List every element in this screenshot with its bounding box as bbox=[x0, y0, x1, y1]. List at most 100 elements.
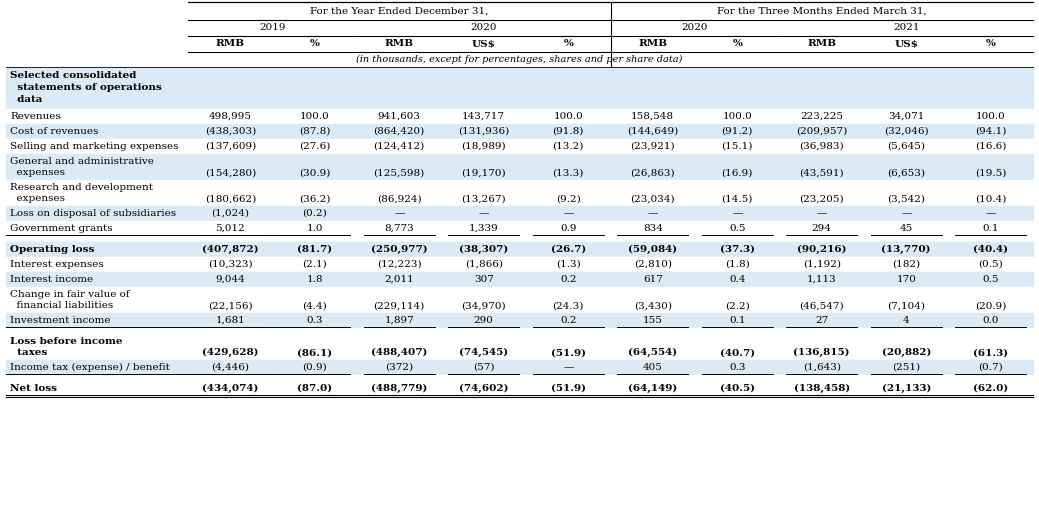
Text: RMB: RMB bbox=[216, 40, 245, 49]
Text: (13,770): (13,770) bbox=[881, 245, 931, 254]
Text: (2.2): (2.2) bbox=[725, 301, 749, 310]
Text: (182): (182) bbox=[893, 260, 921, 269]
Text: (21,133): (21,133) bbox=[881, 384, 931, 393]
Bar bbox=[6, 206, 1033, 221]
Text: (23,034): (23,034) bbox=[631, 194, 675, 203]
Bar bbox=[6, 375, 1033, 381]
Text: (154,280): (154,280) bbox=[205, 168, 256, 177]
Text: 2020: 2020 bbox=[682, 23, 709, 32]
Text: 941,603: 941,603 bbox=[378, 112, 421, 121]
Text: financial liabilities: financial liabilities bbox=[10, 301, 113, 310]
Text: Government grants: Government grants bbox=[10, 224, 112, 233]
Bar bbox=[6, 221, 1033, 236]
Text: (6,653): (6,653) bbox=[887, 168, 926, 177]
Text: (1.3): (1.3) bbox=[556, 260, 581, 269]
Text: (86.1): (86.1) bbox=[297, 348, 332, 357]
Text: (36.2): (36.2) bbox=[299, 194, 330, 203]
Text: (0.5): (0.5) bbox=[979, 260, 1003, 269]
Text: (26,863): (26,863) bbox=[631, 168, 675, 177]
Text: (372): (372) bbox=[385, 363, 414, 372]
Text: (94.1): (94.1) bbox=[975, 127, 1007, 136]
Text: data: data bbox=[10, 96, 43, 105]
Text: 100.0: 100.0 bbox=[554, 112, 583, 121]
Text: (13.2): (13.2) bbox=[553, 142, 584, 151]
Text: (86,924): (86,924) bbox=[377, 194, 422, 203]
Text: (3,542): (3,542) bbox=[887, 194, 926, 203]
Text: 0.2: 0.2 bbox=[560, 316, 577, 325]
Text: 27: 27 bbox=[816, 316, 828, 325]
Text: US$: US$ bbox=[895, 40, 918, 49]
Text: 143,717: 143,717 bbox=[462, 112, 505, 121]
Text: 1.8: 1.8 bbox=[307, 275, 323, 284]
Text: Loss before income: Loss before income bbox=[10, 337, 123, 346]
Text: Selling and marketing expenses: Selling and marketing expenses bbox=[10, 142, 179, 151]
Text: (24.3): (24.3) bbox=[553, 301, 584, 310]
Text: —: — bbox=[563, 363, 574, 372]
Text: (36,983): (36,983) bbox=[799, 142, 844, 151]
Text: %: % bbox=[563, 40, 574, 49]
Text: 100.0: 100.0 bbox=[722, 112, 752, 121]
Text: (64,554): (64,554) bbox=[629, 348, 677, 357]
Text: —: — bbox=[647, 209, 658, 218]
Text: 2021: 2021 bbox=[893, 23, 920, 32]
Text: (9.2): (9.2) bbox=[556, 194, 581, 203]
Text: 170: 170 bbox=[897, 275, 916, 284]
Text: (32,046): (32,046) bbox=[884, 127, 929, 136]
Text: 0.3: 0.3 bbox=[307, 316, 323, 325]
Text: 1.0: 1.0 bbox=[307, 224, 323, 233]
Bar bbox=[6, 360, 1033, 375]
Text: 155: 155 bbox=[643, 316, 663, 325]
Text: 223,225: 223,225 bbox=[800, 112, 844, 121]
Text: (61.3): (61.3) bbox=[974, 348, 1008, 357]
Text: (20.9): (20.9) bbox=[975, 301, 1007, 310]
Text: 0.0: 0.0 bbox=[983, 316, 1000, 325]
Text: (488,779): (488,779) bbox=[371, 384, 427, 393]
Bar bbox=[6, 242, 1033, 257]
Text: %: % bbox=[986, 40, 995, 49]
Text: (10.4): (10.4) bbox=[975, 194, 1007, 203]
Text: 0.1: 0.1 bbox=[983, 224, 1000, 233]
Text: (20,882): (20,882) bbox=[881, 348, 931, 357]
Text: (13,267): (13,267) bbox=[461, 194, 506, 203]
Text: 9,044: 9,044 bbox=[215, 275, 245, 284]
Text: Revenues: Revenues bbox=[10, 112, 60, 121]
Text: (0.7): (0.7) bbox=[979, 363, 1003, 372]
Text: (30.9): (30.9) bbox=[299, 168, 330, 177]
Text: (87.0): (87.0) bbox=[297, 384, 332, 393]
Text: (14.5): (14.5) bbox=[721, 194, 753, 203]
Text: —: — bbox=[563, 209, 574, 218]
Text: Cost of revenues: Cost of revenues bbox=[10, 127, 99, 136]
Text: (34,970): (34,970) bbox=[461, 301, 506, 310]
Text: (22,156): (22,156) bbox=[208, 301, 252, 310]
Text: (2,810): (2,810) bbox=[634, 260, 672, 269]
Text: Interest expenses: Interest expenses bbox=[10, 260, 104, 269]
Bar bbox=[6, 381, 1033, 396]
Text: (16.9): (16.9) bbox=[721, 168, 753, 177]
Text: (124,412): (124,412) bbox=[374, 142, 425, 151]
Text: (1,024): (1,024) bbox=[211, 209, 249, 218]
Text: (23,921): (23,921) bbox=[631, 142, 675, 151]
Text: RMB: RMB bbox=[638, 40, 667, 49]
Text: 0.3: 0.3 bbox=[729, 363, 746, 372]
Text: 34,071: 34,071 bbox=[888, 112, 925, 121]
Text: 2,011: 2,011 bbox=[384, 275, 415, 284]
Text: (434,074): (434,074) bbox=[202, 384, 259, 393]
Text: 0.4: 0.4 bbox=[729, 275, 746, 284]
Text: —: — bbox=[394, 209, 404, 218]
Text: (1,643): (1,643) bbox=[803, 363, 841, 372]
Text: 100.0: 100.0 bbox=[976, 112, 1006, 121]
Text: 5,012: 5,012 bbox=[215, 224, 245, 233]
Text: (46,547): (46,547) bbox=[799, 301, 844, 310]
Text: 0.1: 0.1 bbox=[729, 316, 746, 325]
Text: 100.0: 100.0 bbox=[300, 112, 329, 121]
Text: (19,170): (19,170) bbox=[461, 168, 506, 177]
Text: (40.7): (40.7) bbox=[720, 348, 754, 357]
Text: (438,303): (438,303) bbox=[205, 127, 256, 136]
Bar bbox=[6, 272, 1033, 287]
Bar bbox=[6, 124, 1033, 139]
Text: (43,591): (43,591) bbox=[799, 168, 844, 177]
Text: (40.5): (40.5) bbox=[720, 384, 754, 393]
Bar bbox=[6, 109, 1033, 124]
Text: (40.4): (40.4) bbox=[974, 245, 1008, 254]
Text: (13.3): (13.3) bbox=[553, 168, 584, 177]
